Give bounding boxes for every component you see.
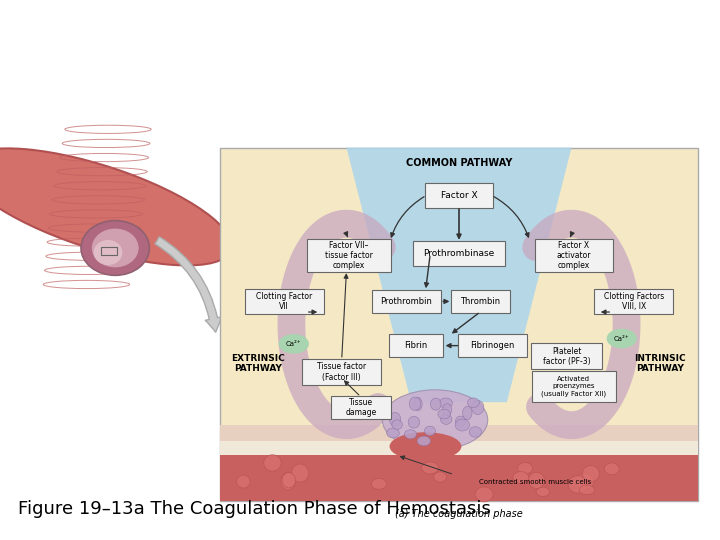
FancyBboxPatch shape xyxy=(307,239,390,272)
Text: COMMON PATHWAY: COMMON PATHWAY xyxy=(406,159,512,168)
FancyBboxPatch shape xyxy=(451,290,510,313)
Ellipse shape xyxy=(81,220,150,275)
FancyBboxPatch shape xyxy=(532,371,616,402)
Text: INTRINSIC
PATHWAY: INTRINSIC PATHWAY xyxy=(634,354,686,373)
Ellipse shape xyxy=(513,471,529,483)
Ellipse shape xyxy=(372,478,387,489)
Text: Prothrombinase: Prothrombinase xyxy=(423,249,495,258)
Text: Clotting Factor
VII: Clotting Factor VII xyxy=(256,292,312,311)
Ellipse shape xyxy=(568,476,587,493)
Ellipse shape xyxy=(387,428,400,438)
Text: Ca²⁺: Ca²⁺ xyxy=(286,341,302,347)
FancyBboxPatch shape xyxy=(372,290,441,313)
Ellipse shape xyxy=(282,472,296,488)
Text: Platelet
factor (PF-3): Platelet factor (PF-3) xyxy=(543,347,590,366)
Ellipse shape xyxy=(576,474,594,489)
Ellipse shape xyxy=(443,404,451,415)
FancyBboxPatch shape xyxy=(220,147,698,501)
FancyBboxPatch shape xyxy=(535,239,613,272)
Ellipse shape xyxy=(536,487,549,496)
Text: Figure 19–13a The Coagulation Phase of Hemostasis: Figure 19–13a The Coagulation Phase of H… xyxy=(18,501,491,518)
FancyBboxPatch shape xyxy=(413,241,505,266)
Ellipse shape xyxy=(431,398,441,410)
FancyBboxPatch shape xyxy=(220,441,698,455)
Text: (a) The coagulation phase: (a) The coagulation phase xyxy=(395,509,523,518)
Ellipse shape xyxy=(417,436,431,446)
Ellipse shape xyxy=(422,462,438,474)
Text: EXTRINSIC
PATHWAY: EXTRINSIC PATHWAY xyxy=(231,354,285,373)
Text: Factor VII–
tissue factor
complex: Factor VII– tissue factor complex xyxy=(325,240,373,271)
Ellipse shape xyxy=(438,409,451,419)
FancyBboxPatch shape xyxy=(302,359,381,385)
Text: Fibrin: Fibrin xyxy=(405,341,428,350)
Ellipse shape xyxy=(528,472,544,489)
Ellipse shape xyxy=(604,463,619,475)
Polygon shape xyxy=(346,147,572,402)
Ellipse shape xyxy=(455,419,469,431)
FancyBboxPatch shape xyxy=(220,455,698,501)
Ellipse shape xyxy=(92,228,138,267)
Ellipse shape xyxy=(413,397,422,410)
Ellipse shape xyxy=(390,413,401,426)
Ellipse shape xyxy=(469,427,482,437)
Ellipse shape xyxy=(405,430,417,439)
Ellipse shape xyxy=(425,426,436,436)
Text: Clotting Factors
VIII, IX: Clotting Factors VIII, IX xyxy=(603,292,664,311)
Ellipse shape xyxy=(390,432,462,461)
FancyBboxPatch shape xyxy=(389,334,444,357)
Text: Tissue factor
(Factor III): Tissue factor (Factor III) xyxy=(317,362,366,382)
Ellipse shape xyxy=(392,420,402,429)
Ellipse shape xyxy=(292,464,309,482)
Text: Factor X
activator
complex: Factor X activator complex xyxy=(557,240,591,271)
Circle shape xyxy=(279,335,308,353)
Ellipse shape xyxy=(441,414,452,424)
Ellipse shape xyxy=(408,416,420,428)
FancyBboxPatch shape xyxy=(425,183,493,208)
Ellipse shape xyxy=(237,475,250,488)
Text: Contracted smooth muscle cells: Contracted smooth muscle cells xyxy=(480,479,592,485)
Ellipse shape xyxy=(409,397,420,410)
Circle shape xyxy=(608,329,636,348)
Ellipse shape xyxy=(382,390,487,450)
Ellipse shape xyxy=(580,485,595,495)
Ellipse shape xyxy=(456,416,466,427)
Ellipse shape xyxy=(264,455,282,471)
Ellipse shape xyxy=(0,148,232,266)
Ellipse shape xyxy=(94,240,122,265)
Ellipse shape xyxy=(518,463,533,474)
Text: Hemostasis: Hemostasis xyxy=(242,26,478,60)
Ellipse shape xyxy=(475,487,493,502)
FancyBboxPatch shape xyxy=(331,395,390,420)
FancyBboxPatch shape xyxy=(220,425,698,501)
Ellipse shape xyxy=(467,398,480,408)
Ellipse shape xyxy=(281,472,295,490)
Ellipse shape xyxy=(433,472,446,482)
Ellipse shape xyxy=(463,406,472,420)
FancyBboxPatch shape xyxy=(531,343,603,369)
FancyBboxPatch shape xyxy=(458,334,527,357)
Ellipse shape xyxy=(472,401,484,415)
Text: Fibrinogen: Fibrinogen xyxy=(470,341,515,350)
Text: Ca²⁺: Ca²⁺ xyxy=(614,335,629,341)
Ellipse shape xyxy=(582,465,600,482)
Ellipse shape xyxy=(439,398,452,408)
Text: Tissue
damage: Tissue damage xyxy=(345,398,377,417)
Text: Activated
proenzymes
(usually Factor XII): Activated proenzymes (usually Factor XII… xyxy=(541,376,606,396)
Text: Prothrombin: Prothrombin xyxy=(380,297,432,306)
FancyBboxPatch shape xyxy=(595,288,673,314)
FancyArrowPatch shape xyxy=(155,237,222,332)
Text: Thrombin: Thrombin xyxy=(461,297,500,306)
FancyBboxPatch shape xyxy=(245,288,323,314)
Text: Factor X: Factor X xyxy=(441,191,477,200)
